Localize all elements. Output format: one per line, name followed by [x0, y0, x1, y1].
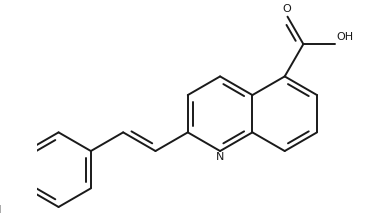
Text: OH: OH — [336, 32, 353, 42]
Text: N: N — [216, 152, 224, 162]
Text: O: O — [282, 4, 291, 14]
Text: Cl: Cl — [0, 205, 2, 215]
